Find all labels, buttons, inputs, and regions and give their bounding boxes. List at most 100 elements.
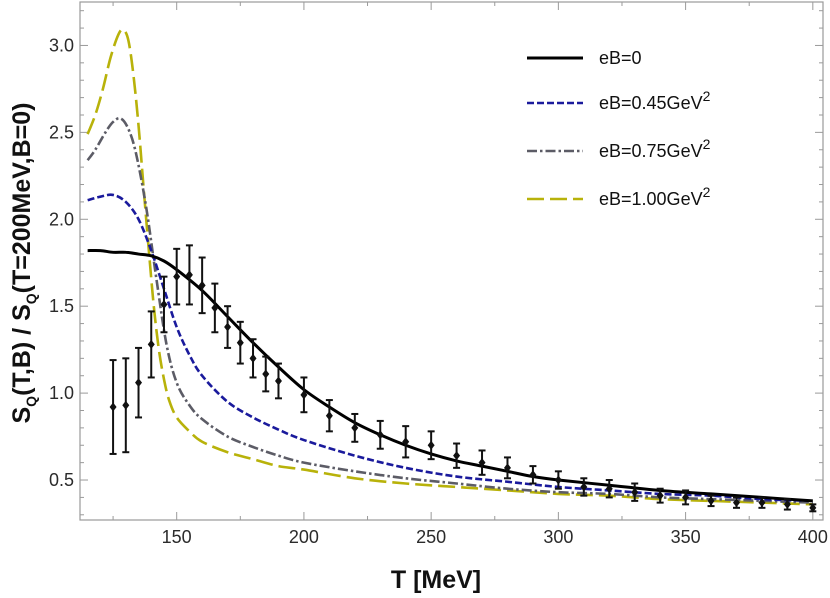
x-tick-label: 400 [798, 527, 828, 547]
data-marker [402, 437, 410, 447]
lattice-point [160, 275, 168, 334]
lattice-point [758, 496, 766, 509]
lattice-point [478, 449, 486, 476]
data-marker [580, 482, 588, 492]
y-tick-label: 1.0 [49, 383, 74, 403]
data-marker [122, 400, 130, 410]
data-marker [376, 430, 384, 440]
data-marker [224, 322, 232, 332]
lattice-point [402, 425, 410, 459]
x-tick-label: 250 [416, 527, 446, 547]
lattice-point [809, 503, 817, 513]
lattice-point [325, 399, 333, 433]
lattice-point [274, 362, 282, 400]
data-marker [707, 496, 715, 506]
lattice-point [109, 359, 117, 455]
lattice-point [376, 419, 384, 450]
data-marker [503, 463, 511, 473]
data-marker [682, 492, 690, 502]
legend-label: eB=1.00GeV2 [599, 184, 711, 209]
x-tick-label: 350 [671, 527, 701, 547]
lattice-point [147, 310, 155, 379]
lattice-point [580, 477, 588, 497]
lattice-point [224, 305, 232, 349]
data-marker [656, 491, 664, 501]
y-tick-label: 2.5 [49, 122, 74, 142]
data-marker [554, 475, 562, 485]
data-marker [783, 499, 791, 509]
series-line-3 [86, 28, 813, 506]
lattice-point [351, 412, 359, 443]
x-tick-label: 300 [543, 527, 573, 547]
lattice-point [427, 430, 435, 461]
series-layer [86, 28, 813, 506]
legend-label: eB=0 [599, 48, 642, 68]
lattice-point [211, 282, 219, 334]
lattice-point [453, 442, 461, 469]
data-marker [351, 423, 359, 433]
series-line-1 [87, 193, 813, 503]
lattice-points [109, 244, 817, 513]
legend-label: eB=0.75GeV2 [599, 136, 711, 161]
data-marker [758, 498, 766, 508]
lattice-point [262, 355, 270, 393]
data-marker [300, 390, 308, 400]
lattice-point [631, 482, 639, 502]
lattice-point [503, 456, 511, 480]
x-axis-title: T [MeV] [391, 566, 481, 594]
data-marker [185, 270, 193, 280]
data-marker [453, 451, 461, 461]
data-marker [809, 503, 817, 513]
lattice-point [783, 498, 791, 511]
data-marker [427, 440, 435, 450]
lattice-point [173, 247, 181, 306]
lattice-point [135, 346, 143, 419]
plot-frame [79, 1, 824, 521]
data-marker [605, 484, 613, 494]
data-marker [147, 339, 155, 349]
legend-item-1: eB=0.45GeV2 [527, 88, 711, 113]
data-marker [236, 338, 244, 348]
y-tick-label: 1.5 [49, 296, 74, 316]
lattice-point [732, 496, 740, 509]
y-tick-label: 2.0 [49, 209, 74, 229]
data-marker [325, 411, 333, 421]
legend-item-3: eB=1.00GeV2 [527, 184, 711, 209]
series-line-0 [87, 248, 813, 503]
data-marker [198, 280, 206, 290]
lattice-point [529, 465, 537, 485]
lattice-point [122, 357, 130, 454]
data-marker [478, 458, 486, 468]
lattice-point [198, 256, 206, 315]
lattice-point [185, 244, 193, 306]
x-tick-label: 200 [289, 527, 319, 547]
data-marker [173, 272, 181, 282]
legend: eB=0 eB=0.45GeV2 eB=0.75GeV2 eB=1.00GeV2 [527, 48, 711, 209]
data-marker [211, 303, 219, 313]
data-marker [249, 353, 257, 363]
lattice-point [300, 376, 308, 414]
ticks: 150 200 250 300 350 400 0.5 1.0 1.5 2.0 2.5 3.0 [49, 2, 828, 547]
lattice-point [236, 320, 244, 365]
lattice-point [707, 494, 715, 508]
lattice-point [554, 470, 562, 490]
y-tick-label: 0.5 [49, 470, 74, 490]
y-axis-title: SQ(T,B) / SQ(T=200MeV,B=0) [8, 103, 39, 424]
data-marker [529, 470, 537, 480]
y-tick-label: 3.0 [49, 35, 74, 55]
data-marker [274, 376, 282, 386]
series-line-2 [86, 116, 813, 504]
data-marker [631, 487, 639, 497]
data-marker [135, 378, 143, 388]
x-tick-label: 150 [162, 527, 192, 547]
legend-item-2: eB=0.75GeV2 [527, 136, 711, 161]
legend-label: eB=0.45GeV2 [599, 88, 711, 113]
data-marker [732, 498, 740, 508]
lattice-point [682, 489, 690, 506]
data-marker [160, 299, 168, 309]
lattice-point [656, 487, 664, 504]
data-marker [262, 369, 270, 379]
data-marker [109, 402, 117, 412]
lattice-point [249, 338, 257, 379]
